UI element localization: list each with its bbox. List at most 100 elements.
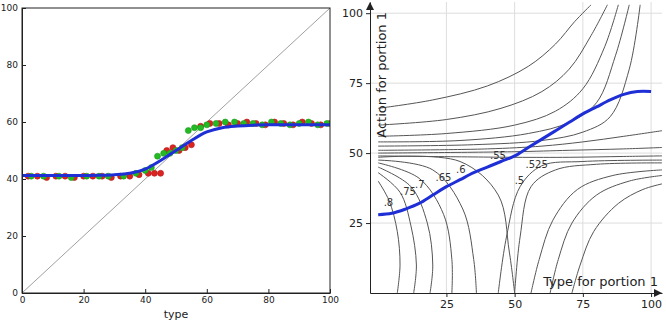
tick: 75 (576, 293, 590, 311)
tick-mark (22, 179, 26, 180)
line (378, 167, 433, 293)
tick: 25 (440, 293, 454, 311)
figure: 020406080100020406080100type255075100255… (0, 0, 666, 321)
contour-label: .7 (415, 179, 425, 190)
tick-mark (145, 289, 146, 293)
axis-arrow (366, 2, 374, 10)
tick-label: 75 (576, 298, 590, 311)
contour-label: .6 (456, 164, 466, 175)
line (531, 170, 662, 293)
tick: 80 (263, 289, 275, 305)
tick-label: 100 (322, 295, 339, 305)
point (155, 153, 161, 159)
annotations: .8 .75.7 .65 .6 .55 .525.5 (384, 150, 548, 209)
point (191, 125, 197, 131)
tick-mark (583, 293, 584, 297)
grid-line-y (370, 83, 662, 84)
contour-label: .8 (384, 197, 394, 208)
y-axis-title: Action for portion 1 (374, 12, 389, 138)
tick-label: 80 (263, 295, 275, 305)
tick-mark (366, 83, 370, 84)
tick: 80 (7, 60, 26, 70)
tick-mark (22, 236, 26, 237)
line (378, 5, 640, 146)
tick-label: 80 (7, 60, 19, 70)
tick-label: 100 (1, 3, 18, 13)
chart-1: 25 50 75 100 25 50 75 100 Type for portion 1 Acti… (342, 2, 663, 311)
y-axis: 25 50 75 100 (342, 3, 371, 294)
point (222, 119, 228, 125)
line (378, 173, 416, 293)
tick-label: 50 (508, 298, 522, 311)
tick: 50 (349, 147, 370, 160)
tick-label: 60 (202, 295, 214, 305)
tick: 100 (641, 293, 662, 311)
x-axis: 0 20 40 60 80 100 (20, 289, 340, 305)
tick-label: 75 (349, 77, 363, 90)
tick: 60 (202, 289, 214, 305)
tick-mark (84, 289, 85, 293)
tick-mark (268, 289, 269, 293)
axis-arrow (654, 289, 662, 297)
tick: 40 (140, 289, 152, 305)
plot-area (22, 8, 330, 293)
line (515, 163, 662, 293)
tick: 100 (322, 289, 339, 305)
tick: 50 (508, 293, 522, 311)
tick-mark (366, 13, 370, 14)
tick-label: 50 (349, 147, 363, 160)
tick-label: 20 (78, 295, 90, 305)
contour-label: .55 (490, 150, 506, 161)
line (378, 5, 629, 142)
tick: 20 (7, 231, 26, 241)
point (213, 120, 219, 126)
plot-frame (22, 8, 330, 293)
line (378, 181, 400, 293)
line (378, 91, 651, 214)
axis-line (370, 3, 371, 294)
chart-0: 020406080100020406080100type (1, 3, 340, 321)
tick-label: 20 (7, 231, 19, 241)
point (158, 170, 164, 176)
tick-mark (366, 223, 370, 224)
line (378, 156, 514, 293)
contour-label: .525 (526, 159, 548, 170)
tick-mark (515, 293, 516, 297)
tick-label: 40 (7, 174, 19, 184)
grid-line-y (370, 223, 662, 224)
tick: 25 (349, 217, 370, 230)
grid (370, 2, 662, 293)
line (498, 160, 662, 293)
grid-line-x (446, 2, 447, 293)
tick-label: 0 (20, 295, 26, 305)
grid-line-y (370, 13, 662, 14)
line (378, 5, 607, 125)
line (22, 125, 330, 176)
tick-mark (22, 122, 26, 123)
point (204, 122, 210, 128)
line (378, 163, 452, 293)
point (198, 125, 204, 131)
point (232, 119, 238, 125)
x-axis: 25 50 75 100 (371, 293, 663, 311)
point (151, 170, 157, 176)
tick-mark (651, 293, 652, 297)
contour-label: .65 (435, 172, 451, 183)
tick-label: 25 (349, 217, 363, 230)
x-axis-title: Type for portion 1 (542, 274, 658, 289)
tick-label: 60 (7, 117, 19, 127)
plot-area (378, 5, 662, 293)
tick: 40 (7, 174, 26, 184)
line (378, 131, 662, 151)
tick-mark (207, 289, 208, 293)
line (22, 8, 330, 293)
x-axis-title: type (164, 308, 189, 321)
tick: 75 (349, 77, 370, 90)
tick-mark (446, 293, 447, 297)
contour-label: .5 (515, 175, 525, 186)
tick: 100 (342, 7, 370, 20)
tick: 20 (78, 289, 90, 305)
tick-label: 100 (342, 7, 363, 20)
contour-label: .75 (400, 186, 416, 197)
tick-label: 100 (641, 298, 662, 311)
